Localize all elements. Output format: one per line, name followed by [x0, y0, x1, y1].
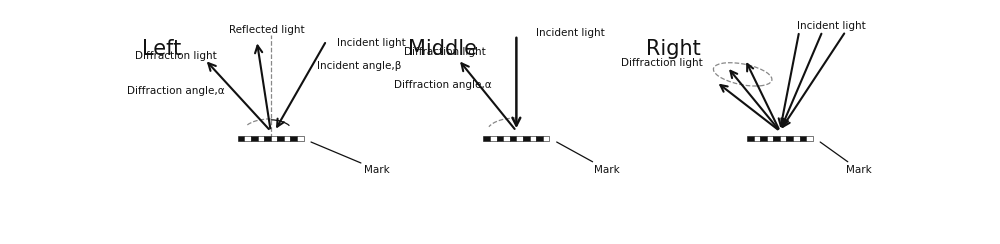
Text: Diffraction light: Diffraction light [135, 51, 217, 61]
Text: Diffraction light: Diffraction light [404, 47, 486, 57]
Bar [523, 136, 530, 141]
Text: Mark: Mark [557, 142, 620, 174]
Text: Diffraction angle,α: Diffraction angle,α [127, 86, 225, 96]
Text: Mark: Mark [820, 142, 872, 174]
Text: Incident light: Incident light [536, 28, 604, 38]
Bar [238, 136, 244, 141]
Text: Right: Right [646, 39, 701, 59]
Bar [503, 136, 510, 141]
Bar [536, 136, 543, 141]
Bar [271, 136, 277, 141]
Text: Reflected light: Reflected light [229, 25, 305, 35]
Bar [773, 136, 780, 141]
Bar [244, 136, 251, 141]
Bar [284, 136, 290, 141]
Bar [297, 136, 304, 141]
Bar [760, 136, 767, 141]
Bar [264, 136, 271, 141]
Bar [490, 136, 497, 141]
Text: Left: Left [142, 39, 181, 59]
Bar [483, 136, 490, 141]
Bar [786, 136, 793, 141]
Bar [497, 136, 503, 141]
Text: Incident angle,β: Incident angle,β [317, 61, 402, 71]
Text: Middle: Middle [408, 39, 477, 59]
Text: Diffraction light: Diffraction light [621, 58, 703, 68]
Bar [510, 136, 516, 141]
Bar [251, 136, 258, 141]
Bar [516, 136, 523, 141]
Text: Incident light: Incident light [797, 20, 866, 30]
Text: Diffraction angle,α: Diffraction angle,α [394, 80, 492, 90]
Bar [747, 136, 754, 141]
Bar [530, 136, 536, 141]
Text: Mark: Mark [311, 142, 389, 174]
Text: Incident light: Incident light [337, 38, 405, 48]
Bar [800, 136, 806, 141]
Bar [754, 136, 760, 141]
Bar [793, 136, 800, 141]
Bar [290, 136, 297, 141]
Bar [277, 136, 284, 141]
Bar [258, 136, 264, 141]
Bar [767, 136, 773, 141]
Bar [543, 136, 549, 141]
Bar [806, 136, 813, 141]
Bar [780, 136, 786, 141]
